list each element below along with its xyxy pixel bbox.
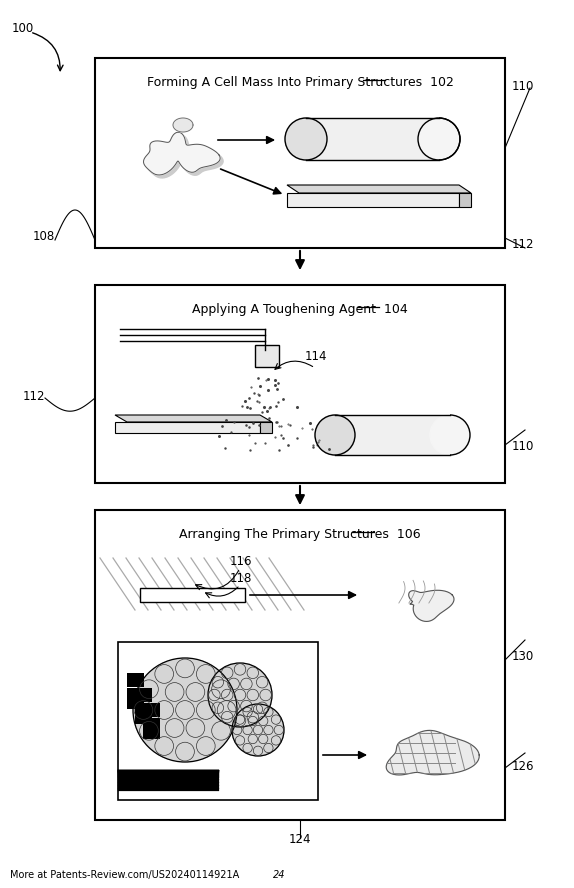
Bar (95, 58, 505, 248)
Ellipse shape (315, 415, 355, 455)
Polygon shape (260, 422, 272, 433)
Polygon shape (287, 185, 471, 193)
Text: 130: 130 (512, 650, 534, 663)
Text: 110: 110 (512, 440, 534, 453)
Polygon shape (173, 118, 193, 132)
Text: More at Patents-Review.com/US20240114921A: More at Patents-Review.com/US20240114921… (10, 870, 239, 880)
Polygon shape (409, 591, 454, 622)
Bar (118, 642, 318, 800)
Bar (95, 285, 505, 483)
Circle shape (232, 704, 284, 756)
Polygon shape (144, 132, 220, 175)
Text: 124: 124 (289, 833, 311, 846)
Text: 112: 112 (22, 390, 45, 403)
Ellipse shape (418, 118, 460, 160)
FancyBboxPatch shape (306, 118, 439, 160)
Polygon shape (115, 415, 272, 422)
Polygon shape (386, 730, 479, 775)
Circle shape (208, 663, 272, 727)
Ellipse shape (285, 118, 327, 160)
Text: 100: 100 (12, 22, 34, 35)
Ellipse shape (430, 415, 470, 455)
Text: 110: 110 (512, 80, 534, 93)
Text: 118: 118 (230, 572, 253, 585)
Text: 108: 108 (33, 230, 55, 243)
Text: 114: 114 (305, 350, 328, 363)
Bar (95, 510, 505, 820)
Bar (255, 345, 279, 367)
Bar (140, 588, 245, 602)
Text: Forming A Cell Mass Into Primary Structures  102: Forming A Cell Mass Into Primary Structu… (146, 76, 453, 89)
Text: Arranging The Primary Structures  106: Arranging The Primary Structures 106 (179, 528, 421, 541)
Circle shape (133, 658, 237, 762)
Polygon shape (287, 193, 459, 207)
Text: 112: 112 (512, 238, 534, 251)
Text: Applying A Toughening Agent  104: Applying A Toughening Agent 104 (192, 303, 408, 316)
Polygon shape (115, 422, 260, 433)
Polygon shape (386, 730, 479, 775)
Text: 126: 126 (512, 760, 534, 773)
FancyBboxPatch shape (335, 415, 450, 455)
Polygon shape (459, 193, 471, 207)
Text: 24: 24 (273, 870, 285, 880)
Polygon shape (146, 135, 223, 178)
Text: 116: 116 (230, 555, 253, 568)
